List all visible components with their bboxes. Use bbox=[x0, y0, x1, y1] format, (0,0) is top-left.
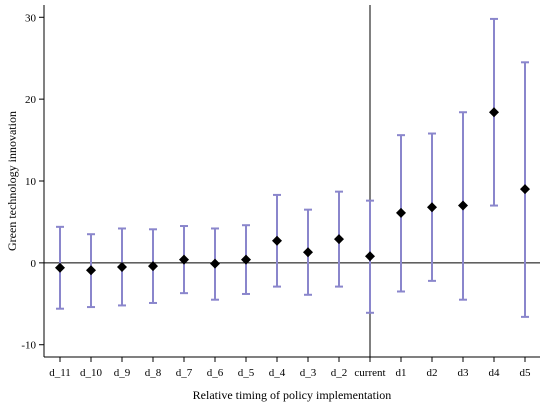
x-tick-label: d_5 bbox=[238, 367, 255, 379]
point-estimate-marker bbox=[396, 207, 406, 218]
reference-lines bbox=[44, 5, 540, 357]
point-estimate-marker bbox=[520, 184, 530, 195]
y-tick-label: 20 bbox=[25, 94, 37, 106]
y-tick-label: -10 bbox=[21, 340, 36, 352]
y-axis-title: Green technology innovation bbox=[5, 111, 19, 251]
point-estimate-marker bbox=[55, 262, 65, 273]
point-estimate-marker bbox=[334, 234, 344, 245]
x-tick-label: d_6 bbox=[207, 367, 224, 379]
y-tick-label: 30 bbox=[25, 12, 37, 24]
point-estimate-marker bbox=[458, 200, 468, 211]
point-estimate-marker bbox=[241, 254, 251, 265]
point-estimate-marker bbox=[148, 261, 158, 272]
point-estimates bbox=[55, 107, 530, 276]
point-estimate-marker bbox=[272, 235, 282, 246]
point-estimate-marker bbox=[117, 261, 127, 272]
x-tick-label: d2 bbox=[427, 367, 438, 379]
x-tick-label: d4 bbox=[489, 367, 501, 379]
x-tick-label: d1 bbox=[396, 367, 407, 379]
error-bars bbox=[56, 17, 529, 318]
point-estimate-marker bbox=[365, 251, 375, 262]
point-estimate-marker bbox=[179, 254, 189, 265]
x-tick-label: d3 bbox=[458, 367, 470, 379]
axes bbox=[39, 5, 540, 362]
x-tick-label: d_2 bbox=[331, 367, 348, 379]
x-tick-label: d_9 bbox=[114, 367, 131, 379]
x-axis-title: Relative timing of policy implementation bbox=[193, 388, 392, 402]
point-estimate-marker bbox=[489, 107, 499, 118]
x-tick-label: d_11 bbox=[49, 367, 71, 379]
point-estimate-marker bbox=[303, 247, 313, 258]
x-tick-label: current bbox=[354, 367, 385, 379]
x-tick-label: d_7 bbox=[176, 367, 193, 379]
x-tick-label: d_4 bbox=[269, 367, 286, 379]
point-estimate-marker bbox=[427, 202, 437, 213]
point-estimate-marker bbox=[210, 258, 220, 269]
point-estimate-marker bbox=[86, 265, 96, 276]
x-tick-label: d5 bbox=[520, 367, 532, 379]
x-tick-label: d_10 bbox=[80, 367, 103, 379]
tick-labels: -10 0 10 20 30 d_11 d_10 d_9 d_8 d_7 d_6 d_5 d_4 d_3 d… bbox=[21, 12, 531, 379]
y-tick-label: 0 bbox=[31, 258, 37, 270]
y-tick-label: 10 bbox=[25, 176, 37, 188]
x-tick-label: d_8 bbox=[145, 367, 162, 379]
x-tick-label: d_3 bbox=[300, 367, 317, 379]
